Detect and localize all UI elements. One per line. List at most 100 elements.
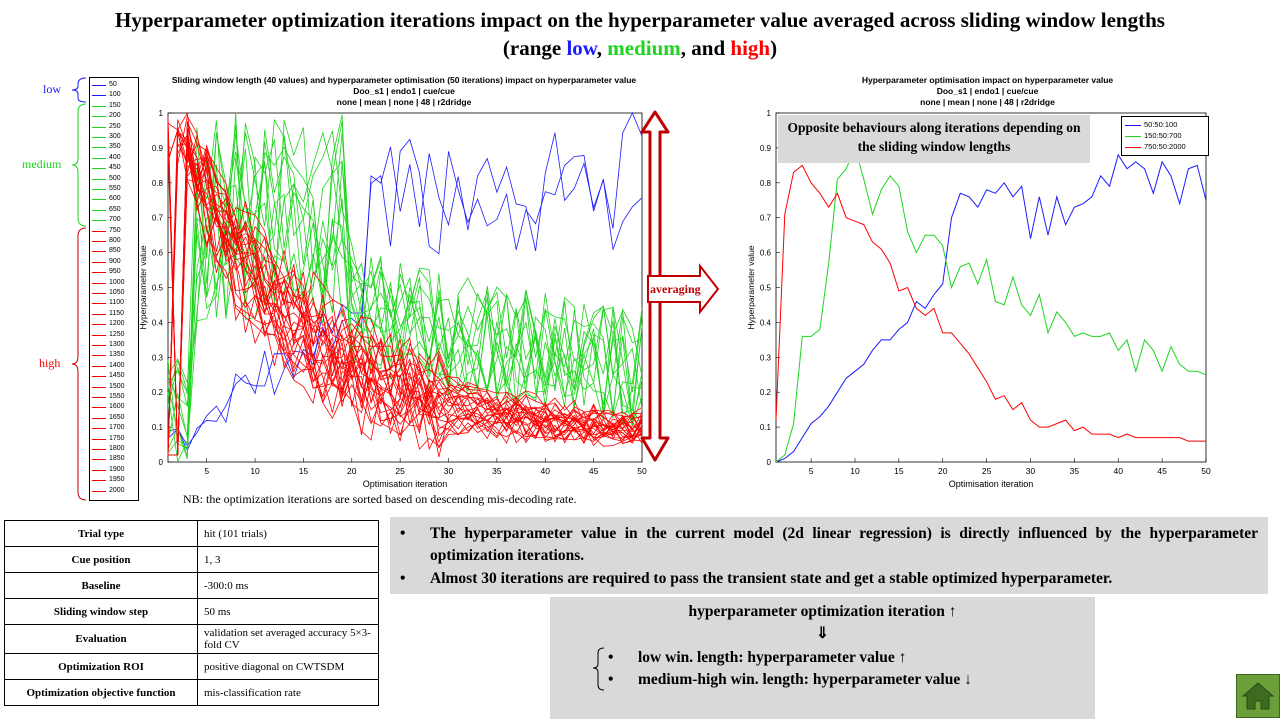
legend-swatch [92,199,106,201]
chart2-ylabel: Hyperparameter value [746,245,756,329]
param-value: 50 ms [197,598,379,625]
legend-swatch [92,261,106,263]
chart2-xtick-label: 5 [809,466,814,476]
legend-swatch [92,324,106,326]
legend-item-1650: 1650 [90,414,138,422]
legend-swatch [92,480,106,482]
param-key: Optimization objective function [4,679,198,706]
chart1-title-block: Sliding window length (40 values) and hy… [148,75,660,108]
chart2-xtick-label: 50 [1201,466,1211,476]
legend-label: 1850 [109,455,125,463]
title-open: (range [502,36,567,60]
chart1-ytick-label: 0 [159,458,164,467]
legend-label: 1500 [109,382,125,390]
chart2-ytick-label: 0.4 [760,318,772,327]
legend-label: 750:50:2000 [1144,142,1186,151]
chart1-xlabel: Optimisation iteration [363,479,448,489]
legend-item-1350: 1350 [90,351,138,359]
home-icon [1241,682,1275,710]
legend-label: 1400 [109,361,125,369]
legend-label: 1150 [109,309,125,317]
legend-label: 1200 [109,320,125,328]
chart1-legend: 50 100 150 200 250 300 350 400 450 500 550 600 650 70… [89,77,139,501]
legend-item-1000: 1000 [90,279,138,287]
legend-item-300: 300 [90,133,138,141]
param-value: mis-classification rate [197,679,379,706]
legend-swatch [1125,135,1141,137]
legend-label: 50:50:100 [1144,120,1178,129]
legend-item-1900: 1900 [90,466,138,474]
legend-swatch [92,490,106,492]
legend-label: 1100 [109,299,125,307]
chart2-ytick-label: 0.6 [760,249,772,258]
legend-item-650: 650 [90,206,138,214]
title-sep1: , [596,36,608,60]
legend-label: 1800 [109,445,125,452]
legend-swatch [92,459,106,461]
chart2-title: Hyperparameter optimisation impact on hy… [861,75,1114,85]
legend-swatch [92,189,106,190]
legend-label: 1000 [109,278,125,286]
chart1-series-high-800 [167,128,643,450]
chart1-xtick-label: 50 [637,466,647,476]
legend-item-950: 950 [90,268,138,276]
chart1-subtitle1: Doo_s1 | endo1 | cue/cue [353,86,455,96]
legend-label: 1750 [109,434,125,442]
chart2-series-750:50:2000 [775,164,1206,442]
legend-swatch [92,241,106,242]
legend-label: 1950 [109,476,125,484]
param-value: validation set averaged accuracy 5×3-fol… [197,624,379,654]
bullet-dot-1: • [400,525,406,542]
right-arrow-icon [647,263,720,315]
conclusions-panel: • The hyperparameter value in the curren… [390,517,1268,594]
parameters-table: Trial type hit (101 trials) Cue position 1,… [4,520,379,706]
legend-swatch [92,116,106,118]
legend-swatch [92,365,106,367]
legend-label: 350 [109,143,121,151]
legend-swatch [92,220,106,222]
brace-label-low: low [43,82,61,96]
chart1-series-high-1050 [167,143,643,456]
legend-item-750: 750 [90,227,138,235]
legend-item-1300: 1300 [90,341,138,349]
chart2-legend: 50:50:100 150:50:700 750:50:2000 [1121,116,1209,156]
chart2-ytick-label: 0.8 [760,179,772,188]
chart1-ytick-label: 0.4 [152,318,164,327]
legend-label: 250 [109,122,121,130]
legend-label: 1700 [109,424,125,432]
legend-item-1700: 1700 [90,424,138,432]
legend-swatch [92,105,106,107]
legend-label: 150:50:700 [1144,131,1182,140]
chart1-xtick-label: 25 [395,466,405,476]
legend-swatch [92,449,106,450]
title-sep2: , and [680,36,731,60]
chart1-series-medium-700 [167,123,643,450]
summary-down-arrow: ⇓ [816,625,829,642]
chart2-series-150:50:700 [775,146,1207,463]
brace-medium [71,103,87,227]
legend-label: 650 [109,205,121,213]
brace-label-high: high [39,356,61,370]
chart1-series-high-750 [167,121,643,458]
home-button[interactable] [1236,674,1280,718]
legend-swatch [92,85,106,86]
param-value: -300:0 ms [197,572,379,599]
legend-swatch [92,376,106,378]
chart2-xtick-label: 15 [894,466,904,476]
brace-label-medium: medium [22,157,62,171]
param-key: Baseline [4,572,198,599]
chart1-xtick-label: 10 [250,466,260,476]
brace-high [71,227,87,501]
chart1-plot: 5 10 15 20 25 30 35 40 45 50 0 0.1 0.2 0.3 0.4 0.5 0.6 0.… [138,109,647,489]
chart1-series-high-1150 [167,119,643,456]
chart1-series-low-50 [167,112,643,447]
legend-label: 450 [109,164,121,172]
chart1-series-high-1600 [167,127,643,456]
legend-swatch [1125,124,1141,126]
chart1-ytick-label: 1 [159,109,164,118]
chart2-annotation: Opposite behaviours along iterations dep… [778,115,1090,163]
legend-swatch [92,178,106,180]
legend-swatch [92,157,106,159]
title-low: low [566,36,597,60]
legend-label: 100 [109,91,121,99]
